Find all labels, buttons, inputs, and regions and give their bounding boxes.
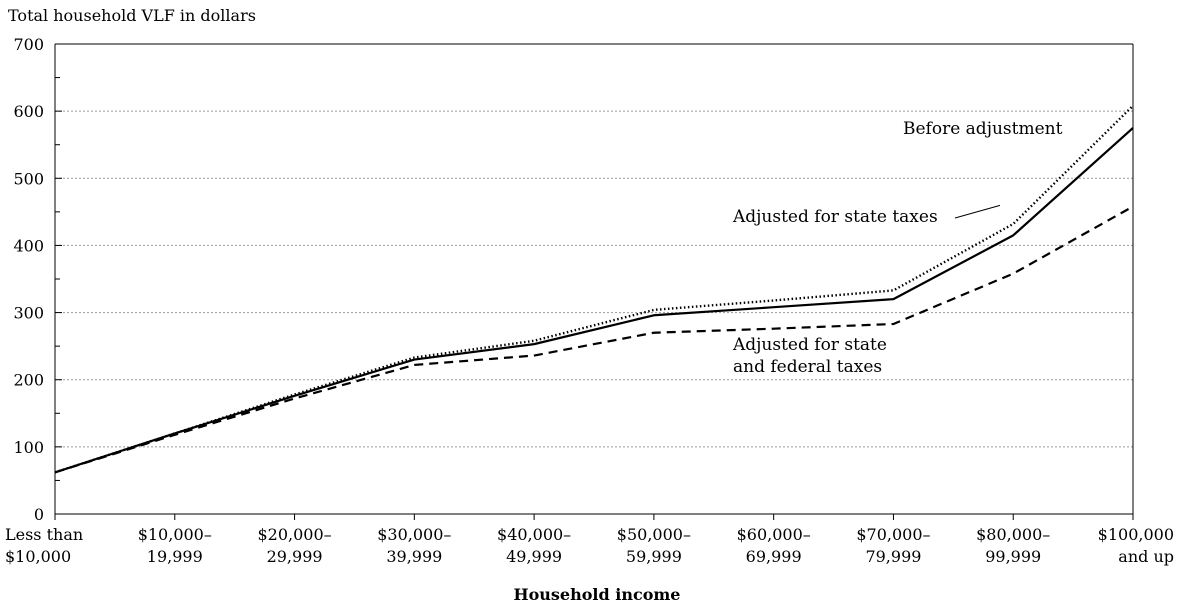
series-label: Before adjustment	[903, 119, 1063, 139]
y-tick-label: 400	[13, 236, 44, 255]
x-tick-label: $10,000– 19,999	[138, 525, 212, 566]
x-axis-title: Household income	[514, 585, 681, 604]
x-tick-label: $40,000– 49,999	[497, 525, 571, 566]
x-tick-label: $60,000– 69,999	[737, 525, 811, 566]
grid-lines	[55, 43, 1133, 448]
y-tick-label: 600	[13, 102, 44, 121]
x-tick-label: $20,000– 29,999	[257, 525, 331, 566]
series-labels: Before adjustment Adjusted for state taxe…	[732, 119, 1063, 377]
x-tick-label: $30,000– 39,999	[377, 525, 451, 566]
label-leader-line	[954, 204, 1001, 219]
x-tick-label: $70,000– 79,999	[856, 525, 930, 566]
series-line-dashed	[54, 205, 1134, 474]
y-tick-label: 700	[13, 35, 44, 54]
series-label: Adjusted for state taxes	[732, 207, 938, 227]
x-axis-ticks: Less than $10,000 $10,000– 19,999 $20,000– 29…	[5, 514, 1174, 566]
series-label: Adjusted for state and federal taxes	[732, 335, 887, 377]
y-tick-label: 500	[13, 169, 44, 188]
y-tick-label: 0	[34, 505, 44, 524]
y-tick-label: 300	[13, 304, 44, 323]
series-lines	[54, 104, 1134, 474]
x-tick-label: $100,000 and up	[1098, 525, 1174, 566]
y-axis-ticks: 0 100 200 300 400 500 600 700	[13, 35, 62, 524]
y-tick-label: 200	[13, 371, 44, 390]
series-line-dotted	[54, 104, 1134, 474]
x-tick-label: $80,000– 99,999	[976, 525, 1050, 566]
y-axis-title: Total household VLF in dollars	[8, 6, 256, 25]
x-tick-label: Less than $10,000	[5, 525, 83, 566]
x-tick-label: $50,000– 59,999	[617, 525, 691, 566]
y-tick-label: 100	[13, 438, 44, 457]
axes	[54, 43, 1134, 515]
series-line-solid	[54, 127, 1134, 474]
